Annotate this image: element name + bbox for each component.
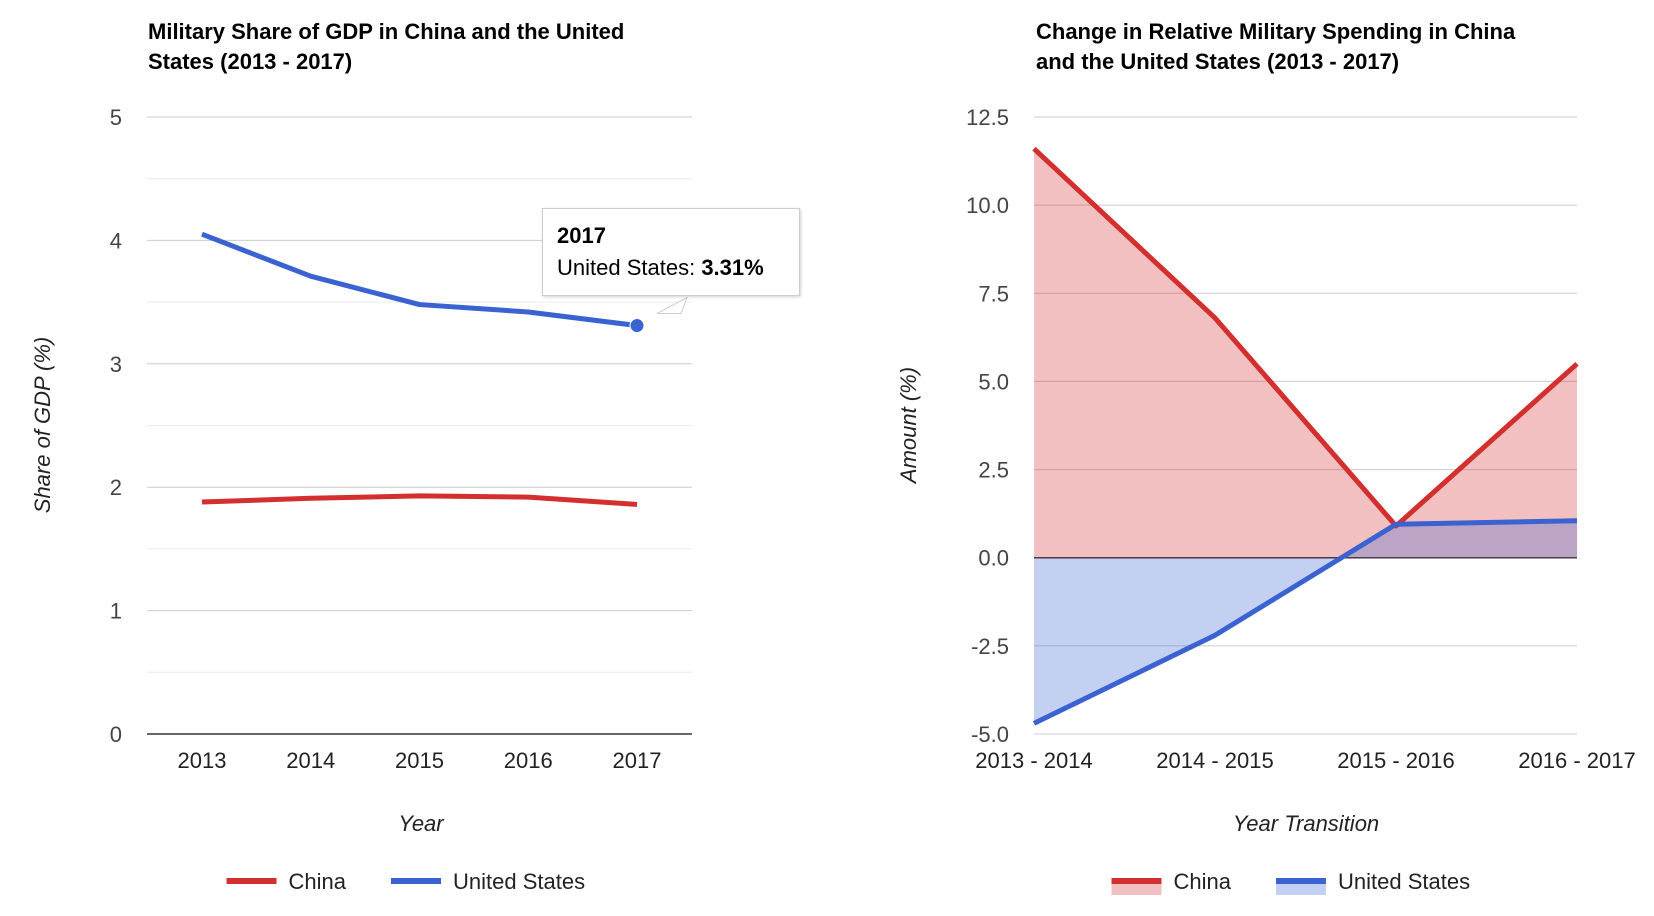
y-tick-label: 0.0: [978, 546, 1009, 571]
highlighted-point: [629, 318, 645, 334]
series-line: [201, 493, 638, 507]
left-chart-title-line2: States (2013 - 2017): [148, 49, 353, 74]
legend-label: United States: [1338, 869, 1470, 894]
right-chart-title: Change in Relative Military Spending in …: [1036, 17, 1596, 77]
series-line: [1032, 146, 1579, 529]
legend-label: China: [1174, 869, 1232, 894]
x-tick-label: 2017: [613, 748, 662, 773]
legend-label: China: [289, 869, 347, 894]
left-chart-title-line1: Military Share of GDP in China and the U…: [148, 19, 625, 44]
x-axis-title: Year Transition: [1233, 811, 1379, 836]
left-chart-title: Military Share of GDP in China and the U…: [148, 17, 708, 77]
y-tick-label: 5: [110, 105, 122, 130]
y-tick-label: -5.0: [971, 722, 1009, 747]
y-tick-label: 5.0: [978, 369, 1009, 394]
tooltip-series: United States: [557, 255, 690, 280]
y-tick-label: 10.0: [966, 193, 1009, 218]
x-axis-title: Year: [398, 811, 445, 836]
area-fill: [1034, 520, 1577, 724]
x-tick-label: 2013: [178, 748, 227, 773]
tooltip-line: United States: 3.31%: [557, 255, 764, 280]
series-line: [1032, 518, 1578, 726]
y-tick-label: 3: [110, 352, 122, 377]
y-tick-label: 2.5: [978, 458, 1009, 483]
y-axis-title: Amount (%): [896, 367, 921, 485]
x-tick-label: 2015: [395, 748, 444, 773]
series-line: [201, 231, 638, 329]
x-tick-label: 2016 - 2017: [1518, 748, 1635, 773]
x-tick-label: 2014: [286, 748, 335, 773]
x-tick-label: 2013 - 2014: [975, 748, 1092, 773]
y-tick-label: 7.5: [978, 281, 1009, 306]
tooltip-value: 3.31%: [701, 255, 764, 280]
area-fill: [1034, 148, 1577, 558]
y-tick-label: 12.5: [966, 105, 1009, 130]
legend-label: United States: [453, 869, 585, 894]
y-tick-label: -2.5: [971, 634, 1009, 659]
x-tick-label: 2016: [504, 748, 553, 773]
right-chart-title-line2: and the United States (2013 - 2017): [1036, 49, 1400, 74]
y-tick-label: 2: [110, 475, 122, 500]
x-tick-label: 2014 - 2015: [1156, 748, 1273, 773]
data-tooltip: 2017 United States: 3.31%: [542, 208, 800, 296]
x-tick-label: 2015 - 2016: [1337, 748, 1454, 773]
right-chart-title-line1: Change in Relative Military Spending in …: [1036, 19, 1516, 44]
tooltip-pointer: [656, 296, 688, 315]
y-tick-label: 1: [110, 599, 122, 624]
y-tick-label: 0: [110, 722, 122, 747]
y-axis-title: Share of GDP (%): [30, 337, 55, 513]
y-tick-label: 4: [110, 228, 122, 253]
tooltip-title: 2017: [557, 223, 606, 248]
